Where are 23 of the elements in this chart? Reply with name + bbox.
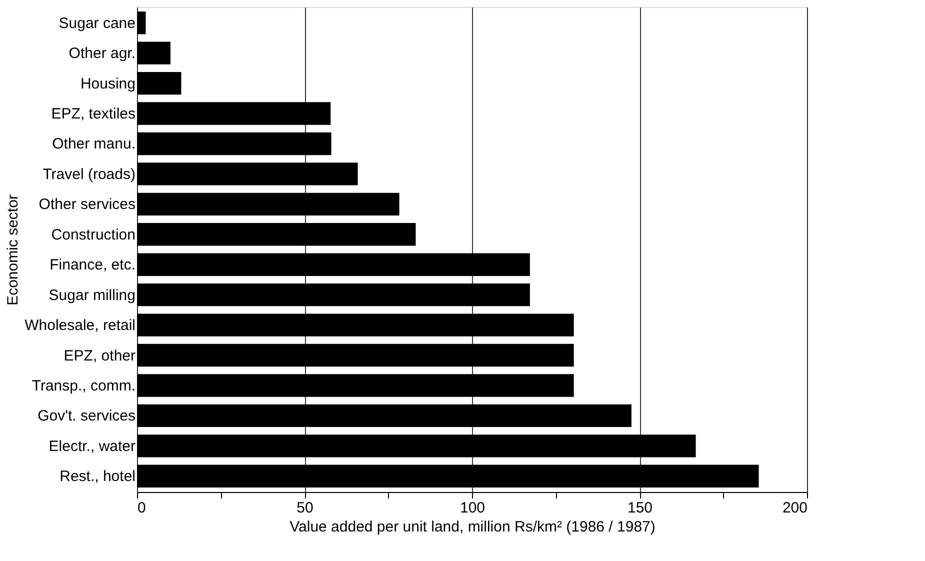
y-tick-label: Travel (roads) [42,166,136,183]
y-tick-label: Sugar cane [58,14,136,32]
y-tick-label: EPZ, other [64,347,136,364]
y-tick-label: Other services [38,196,136,214]
y-tick-label: Rest., hotel [60,468,136,486]
y-tick-label: Electr., water [48,438,136,455]
y-tick-label: Other manu. [52,136,136,153]
y-tick-label: Finance, etc. [50,256,136,274]
x-tick-label: 0 [138,500,146,516]
y-tick-label: Housing [80,75,136,92]
x-tick-label: 100 [460,500,486,516]
x-tick-label: 150 [627,500,653,516]
y-tick-label: Wholesale, retail [24,317,136,334]
y-tick-label: Transp., comm. [32,377,136,394]
y-tick-label: Gov't. services [38,408,136,425]
y-tick-label: Sugar milling [48,286,136,304]
x-tick-label: 200 [782,500,808,516]
x-tick-label: 50 [296,500,314,516]
x-axis-title: Value added per unit land, million Rs/km² (1986 / 1987) [290,518,656,536]
y-tick-label: EPZ, textiles [51,106,136,123]
y-tick-label: Construction [51,226,136,244]
y-tick-label: Other agr. [68,45,136,62]
y-axis-title: Economic sector [4,194,22,306]
